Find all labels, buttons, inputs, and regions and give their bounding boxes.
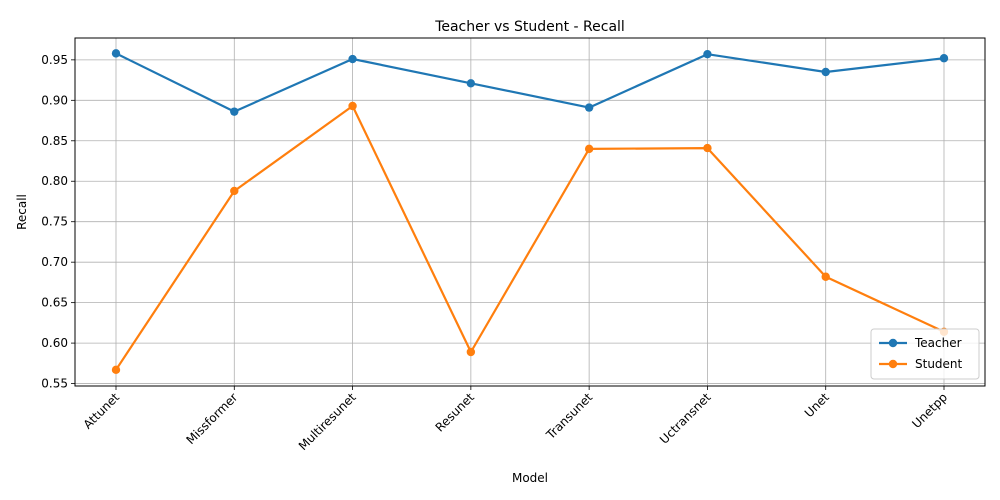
x-axis: Attunet Missformer Multiresunet Resunet Tran… — [81, 386, 950, 453]
x-tick-label: Attunet — [81, 390, 123, 432]
data-point-student — [466, 347, 476, 357]
y-tick-label: 0.90 — [41, 93, 68, 107]
data-point-student — [584, 144, 594, 154]
y-tick-label: 0.80 — [41, 174, 68, 188]
series-group — [111, 49, 949, 375]
data-point-teacher — [939, 54, 949, 63]
data-point-student — [230, 186, 239, 196]
data-point-teacher — [111, 49, 121, 58]
series-line-student — [115, 104, 945, 371]
legend-swatch-marker — [888, 338, 898, 348]
plot-area-frame — [74, 37, 986, 387]
legend: Teacher Student — [870, 328, 980, 380]
y-tick-label: 0.65 — [41, 296, 68, 310]
y-axis: 0.55 0.60 0.65 0.70 0.75 0.80 0.85 0.90 0.95 — [41, 53, 75, 391]
x-tick-label: Uctransnet — [657, 390, 714, 447]
y-tick-label: 0.85 — [41, 134, 68, 148]
data-point-student — [703, 143, 712, 153]
x-tick-label: Unetpp — [909, 390, 950, 431]
y-tick-label: 0.60 — [41, 336, 68, 350]
x-tick-label: Resunet — [433, 390, 478, 435]
data-point-teacher — [703, 49, 712, 59]
grid-lines — [75, 38, 985, 386]
data-point-teacher — [466, 79, 476, 88]
data-point-student — [111, 365, 121, 375]
chart-title: Teacher vs Student - Recall — [434, 19, 625, 35]
legend-label: Student — [915, 357, 963, 371]
data-point-teacher — [348, 54, 357, 64]
y-tick-label: 0.75 — [41, 215, 68, 229]
y-tick-label: 0.70 — [41, 255, 68, 269]
legend-swatch-marker — [888, 359, 898, 369]
data-point-student — [348, 101, 357, 111]
legend-label: Teacher — [914, 336, 962, 350]
legend-frame — [870, 328, 980, 380]
x-axis-label: Model — [512, 471, 548, 485]
y-axis-label: Recall — [15, 194, 29, 230]
data-point-student — [821, 272, 830, 281]
x-tick-label: Missformer — [183, 390, 240, 447]
y-tick-label: 0.95 — [41, 53, 68, 67]
data-point-teacher — [821, 67, 830, 77]
data-point-teacher — [230, 107, 239, 116]
x-tick-label: Transunet — [543, 390, 596, 443]
x-tick-label: Multiresunet — [296, 390, 359, 453]
y-tick-label: 0.55 — [41, 377, 68, 391]
x-tick-label: Unet — [802, 390, 832, 420]
series-line-teacher — [115, 52, 945, 113]
data-point-teacher — [584, 103, 594, 112]
